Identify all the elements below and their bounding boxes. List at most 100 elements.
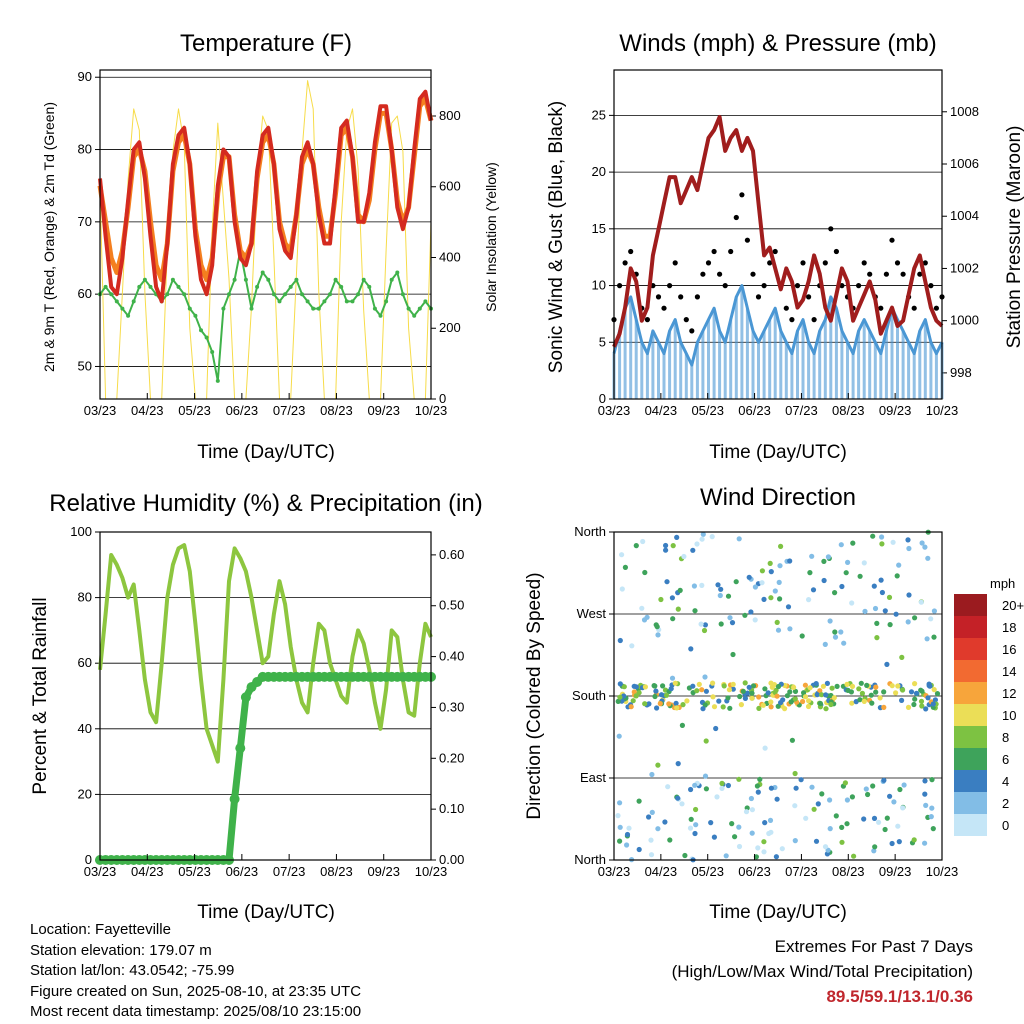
direction-point bbox=[649, 771, 655, 778]
humidity-y2-tick-label: 0.20 bbox=[439, 750, 464, 765]
extremes-values: 89.5/59.1/13.1/0.36 bbox=[826, 987, 973, 1006]
direction-point bbox=[822, 844, 829, 850]
dewpoint-point bbox=[232, 277, 237, 282]
direction-point bbox=[749, 695, 755, 701]
direction-point bbox=[814, 692, 820, 698]
direction-point bbox=[833, 813, 839, 819]
direction-point bbox=[905, 619, 911, 625]
direction-point bbox=[930, 701, 936, 707]
direction-point bbox=[733, 579, 739, 585]
station-pressure-line bbox=[612, 115, 944, 348]
direction-point bbox=[798, 777, 804, 783]
direction-point bbox=[857, 573, 863, 579]
dewpoint-point bbox=[221, 306, 226, 311]
direction-point bbox=[622, 564, 629, 571]
direction-point bbox=[717, 592, 723, 599]
direction-point bbox=[652, 693, 658, 700]
direction-point bbox=[765, 690, 771, 696]
direction-point bbox=[791, 684, 797, 691]
direction-point bbox=[673, 700, 679, 706]
direction-point bbox=[687, 825, 694, 831]
direction-point bbox=[872, 605, 879, 612]
direction-point bbox=[802, 694, 809, 700]
direction-point bbox=[861, 816, 867, 822]
direction-point bbox=[806, 698, 812, 704]
direction-point bbox=[819, 692, 825, 698]
direction-point bbox=[755, 845, 761, 851]
direction-point bbox=[894, 573, 900, 579]
temperature-xlabel: Time (Day/UTC) bbox=[197, 442, 335, 463]
direction-point bbox=[710, 694, 716, 700]
direction-point bbox=[859, 690, 866, 697]
direction-point bbox=[925, 695, 931, 701]
gust-point bbox=[883, 271, 890, 277]
direction-point bbox=[727, 615, 733, 621]
direction-point bbox=[667, 837, 673, 843]
direction-y-tick-label: West bbox=[577, 606, 607, 621]
direction-point bbox=[929, 805, 935, 811]
direction-point bbox=[711, 834, 718, 840]
gust-point bbox=[800, 260, 806, 266]
temperature-x-tick-label: 07/23 bbox=[273, 403, 306, 418]
direction-point bbox=[851, 853, 857, 859]
direction-point bbox=[699, 687, 705, 693]
winds-x-tick-label: 10/23 bbox=[926, 403, 959, 418]
colorbar-label: 10 bbox=[1002, 708, 1016, 723]
gust-point bbox=[856, 283, 862, 289]
direction-point bbox=[821, 577, 827, 584]
direction-point bbox=[767, 560, 773, 567]
direction-point bbox=[823, 692, 829, 698]
humidity-y2-tick-label: 0.50 bbox=[439, 598, 464, 613]
gust-point bbox=[794, 283, 801, 289]
dewpoint-point bbox=[423, 299, 428, 304]
dewpoint-point bbox=[277, 299, 282, 304]
colorbar-swatch bbox=[954, 638, 987, 660]
direction-point bbox=[780, 697, 786, 703]
direction-point bbox=[653, 688, 659, 694]
direction-point bbox=[768, 785, 775, 791]
direction-point bbox=[882, 826, 888, 833]
gust-point bbox=[833, 248, 840, 255]
dewpoint-point bbox=[249, 306, 254, 311]
dewpoint-point bbox=[193, 313, 198, 318]
temperature-x-tick-label: 05/23 bbox=[178, 403, 211, 418]
direction-point bbox=[662, 819, 668, 825]
direction-point bbox=[801, 690, 807, 696]
direction-point bbox=[654, 624, 660, 630]
direction-point bbox=[617, 800, 623, 806]
temperature-ylabel-left: 2m & 9m T (Red, Orange) & 2m Td (Green) bbox=[41, 102, 57, 372]
winds-x-tick-label: 07/23 bbox=[785, 403, 818, 418]
winds-ylabel-left: Sonic Wind & Gust (Blue, Black) bbox=[546, 101, 567, 373]
direction-point bbox=[748, 795, 755, 802]
direction-point bbox=[669, 675, 676, 681]
winds-y2-tick-label: 998 bbox=[950, 365, 972, 380]
direction-point bbox=[900, 805, 906, 811]
temperature-title: Temperature (F) bbox=[180, 30, 352, 57]
dewpoint-point bbox=[283, 292, 288, 297]
colorbar-swatch bbox=[954, 616, 987, 638]
direction-point bbox=[675, 761, 681, 767]
direction-point bbox=[675, 795, 681, 801]
direction-point bbox=[931, 687, 937, 693]
direction-point bbox=[725, 695, 731, 701]
direction-point bbox=[895, 823, 901, 829]
gust-point bbox=[683, 317, 689, 323]
winds-x-tick-label: 03/23 bbox=[598, 403, 631, 418]
direction-point bbox=[725, 782, 732, 789]
winds-y2-tick-label: 1002 bbox=[950, 260, 979, 275]
direction-point bbox=[871, 848, 877, 854]
colorbar-swatch bbox=[954, 814, 987, 836]
direction-point bbox=[768, 699, 774, 705]
direction-point bbox=[732, 834, 738, 840]
relative-humidity-line bbox=[98, 543, 433, 764]
direction-point bbox=[775, 683, 782, 690]
dewpoint-point bbox=[199, 328, 203, 333]
direction-point bbox=[719, 780, 725, 787]
direction-point bbox=[871, 815, 878, 822]
dewpoint-point bbox=[227, 292, 231, 297]
direction-plot-frame bbox=[613, 531, 943, 861]
direction-point bbox=[690, 683, 696, 689]
direction-point bbox=[652, 683, 658, 689]
direction-point bbox=[619, 552, 625, 558]
